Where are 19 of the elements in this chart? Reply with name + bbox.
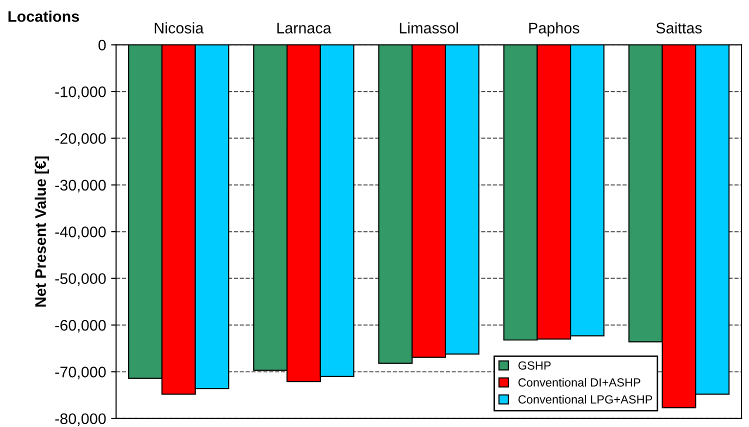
y-tick-label: -20,000 bbox=[55, 133, 106, 146]
y-tick-label: -40,000 bbox=[55, 226, 106, 240]
y-tick-label: -10,000 bbox=[55, 86, 106, 100]
x-tick-label: Nicosia bbox=[154, 22, 204, 34]
y-tick-label: -50,000 bbox=[55, 273, 106, 286]
legend-label: GSHP bbox=[518, 361, 551, 370]
y-tick-label: -60,000 bbox=[55, 320, 106, 333]
legend-label: Conventional DI+ASHP bbox=[518, 378, 640, 387]
x-tick-label: Saittas bbox=[656, 22, 702, 34]
legend-label: Conventional LPG+ASHP bbox=[518, 394, 652, 404]
y-tick-label: -30,000 bbox=[55, 180, 106, 192]
y-tick-label: -70,000 bbox=[55, 366, 106, 380]
x-axis-title: Locations bbox=[8, 10, 80, 22]
x-tick-label: Limassol bbox=[400, 22, 458, 34]
x-tick-label: Paphos bbox=[529, 22, 580, 36]
y-axis-title: Net Present Value [€] bbox=[34, 156, 50, 307]
x-tick-label: Larnaca bbox=[277, 22, 332, 34]
y-tick-label: -80,000 bbox=[55, 413, 106, 426]
y-tick-label: 0 bbox=[98, 40, 106, 51]
